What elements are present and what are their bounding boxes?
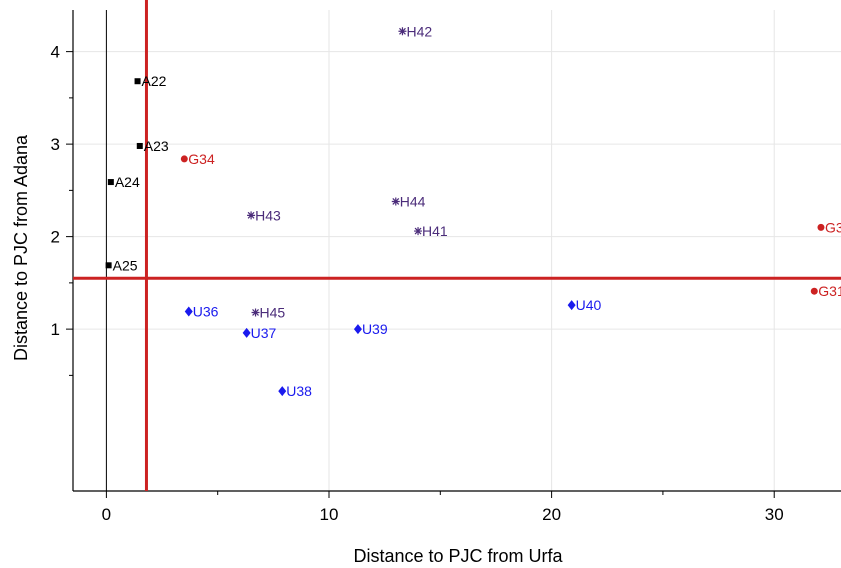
data-point-label: H45 — [260, 304, 286, 320]
data-point-marker — [817, 224, 824, 231]
data-point-label: A22 — [142, 73, 167, 89]
data-point-marker — [278, 386, 286, 396]
data-point-label: U39 — [362, 321, 388, 337]
x-tick-label: 10 — [320, 505, 339, 524]
x-tick-label: 30 — [765, 505, 784, 524]
y-tick-label: 4 — [51, 43, 60, 62]
reference-lines — [73, 0, 841, 491]
data-point-label: U38 — [286, 383, 312, 399]
data-point-label: U36 — [193, 304, 219, 320]
y-tick-label: 1 — [51, 320, 60, 339]
data-point-label: A25 — [113, 257, 138, 273]
data-point-label: H43 — [255, 207, 281, 223]
data-point-marker — [247, 211, 255, 219]
data-point-marker — [106, 262, 112, 268]
data-point-marker — [185, 307, 193, 317]
grid-layer — [73, 10, 841, 491]
x-tick-label: 0 — [102, 505, 111, 524]
y-axis-title: Distance to PJC from Adana — [11, 134, 31, 361]
x-tick-label: 20 — [542, 505, 561, 524]
data-point-marker — [392, 197, 400, 205]
data-point-marker — [108, 179, 114, 185]
data-point-marker — [811, 288, 818, 295]
data-point-marker — [398, 27, 406, 35]
y-tick-label: 2 — [51, 228, 60, 247]
data-points: A22 A23 A24 A25 G34 G3 G31 H42 H44 H43 H41 H45 U36 U3… — [106, 23, 841, 399]
data-point-marker — [252, 308, 260, 316]
data-point-label: H42 — [406, 23, 432, 39]
axes-layer — [66, 10, 841, 498]
data-point-marker — [354, 324, 362, 334]
data-point-label: G34 — [188, 151, 215, 167]
data-point-label: U37 — [251, 325, 277, 341]
tick-labels: 0 10 20 30 1 2 3 4 — [51, 43, 784, 524]
data-point-marker — [137, 143, 143, 149]
data-point-label: G31 — [818, 283, 841, 299]
data-point-label: H44 — [400, 193, 426, 209]
data-point-label: H41 — [422, 223, 448, 239]
data-point-marker — [181, 155, 188, 162]
data-point-marker — [568, 300, 576, 310]
data-point-label: U40 — [576, 297, 602, 313]
data-point-marker — [135, 78, 141, 84]
x-axis-title: Distance to PJC from Urfa — [353, 546, 563, 566]
data-point-label: A23 — [144, 138, 169, 154]
data-point-label: G3 — [825, 219, 841, 235]
data-point-marker — [414, 227, 422, 235]
data-point-label: A24 — [115, 174, 140, 190]
y-tick-label: 3 — [51, 135, 60, 154]
